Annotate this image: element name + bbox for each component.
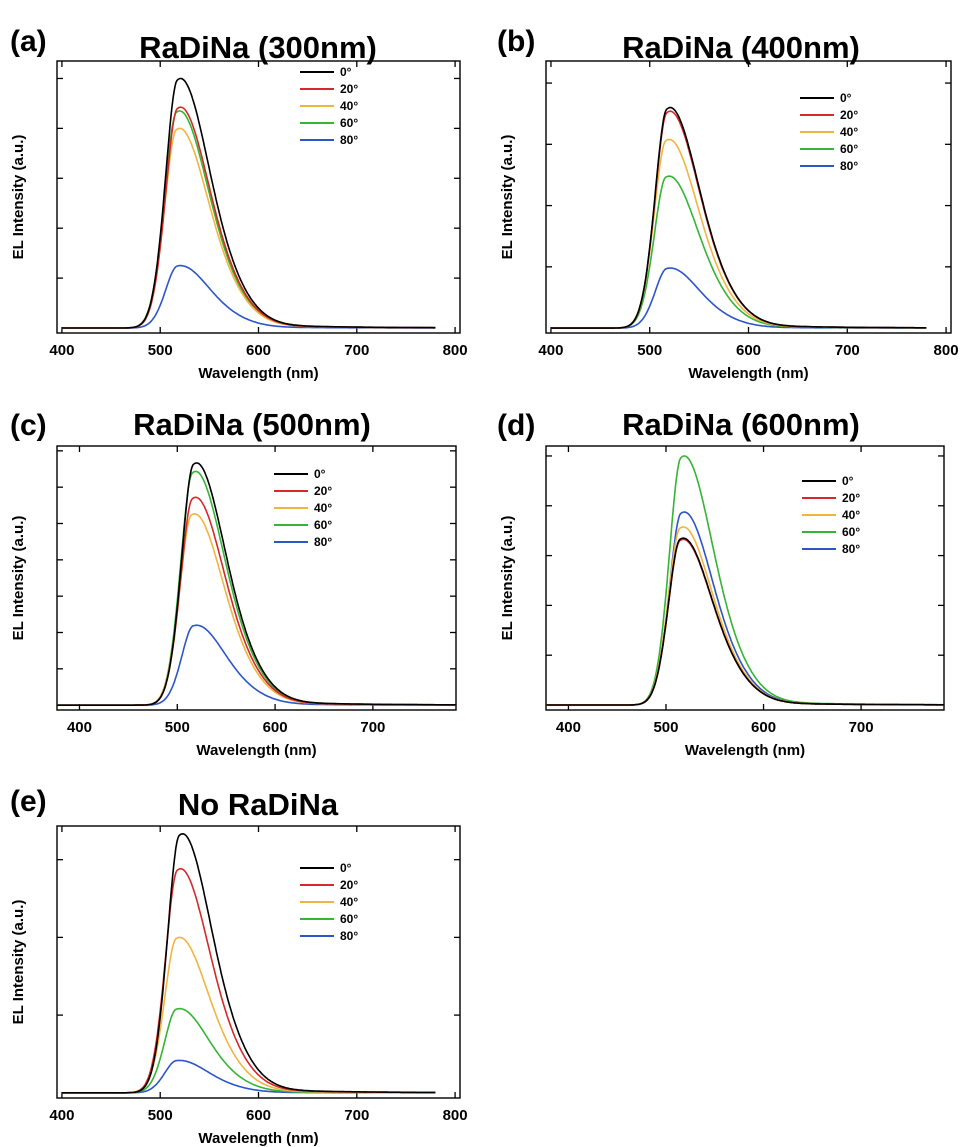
y-axis-label: EL Intensity (a.u.) xyxy=(10,135,27,260)
legend-label: 80° xyxy=(842,542,860,556)
x-axis-label: Wavelength (nm) xyxy=(196,742,316,759)
x-tick-label: 800 xyxy=(443,342,468,359)
legend-label: 0° xyxy=(314,467,326,481)
legend-label: 60° xyxy=(842,525,860,539)
x-tick-label: 400 xyxy=(49,1107,74,1124)
legend-label: 0° xyxy=(340,65,352,79)
legend-label: 40° xyxy=(842,508,860,522)
x-tick-label: 500 xyxy=(637,342,662,359)
legend-label: 0° xyxy=(340,861,352,875)
plot-frame xyxy=(56,825,461,1099)
x-tick-label: 400 xyxy=(538,342,563,359)
panel-title: No RaDiNa xyxy=(178,787,339,822)
panel-letter: (a) xyxy=(10,25,47,58)
x-axis-label: Wavelength (nm) xyxy=(198,1130,318,1147)
series-line-1 xyxy=(550,106,927,329)
legend-label: 40° xyxy=(340,99,358,113)
chart-panel-3: (c) RaDiNa (500nm) 400 500 600 700 Wavelength … xyxy=(10,407,457,759)
y-axis-label: EL Intensity (a.u.) xyxy=(10,516,27,641)
chart-panel-4: (d) RaDiNa (600nm) 400 500 600 700 Wavelength … xyxy=(497,407,945,759)
series-line-2 xyxy=(550,110,927,329)
series-line-2 xyxy=(546,538,944,706)
chart-panel-2: (b) RaDiNa (400nm) 400 500 600 700 800 Waveleng… xyxy=(497,25,959,382)
x-tick-label: 400 xyxy=(67,719,92,736)
x-tick-label: 700 xyxy=(344,1107,369,1124)
legend-label: 80° xyxy=(840,159,858,173)
x-tick-label: 500 xyxy=(148,1107,173,1124)
chart-panel-5: (e) No RaDiNa 400 500 600 700 800 Wavelength (n… xyxy=(10,785,468,1147)
x-tick-label: 600 xyxy=(736,342,761,359)
x-axis-label: Wavelength (nm) xyxy=(685,742,805,759)
legend-label: 80° xyxy=(340,133,358,147)
series-line-1 xyxy=(57,462,456,706)
x-tick-label: 600 xyxy=(246,342,271,359)
x-tick-label: 800 xyxy=(443,1107,468,1124)
x-tick-label: 400 xyxy=(556,719,581,736)
panel-title: RaDiNa (300nm) xyxy=(139,30,377,65)
legend-label: 20° xyxy=(340,878,358,892)
series-line-2 xyxy=(57,496,456,706)
legend-label: 20° xyxy=(340,82,358,96)
x-tick-label: 600 xyxy=(751,719,776,736)
panel-title: RaDiNa (600nm) xyxy=(622,407,860,442)
legend-label: 60° xyxy=(340,116,358,130)
x-tick-label: 700 xyxy=(344,342,369,359)
series-line-4 xyxy=(57,470,456,706)
series-line-4 xyxy=(546,455,944,706)
legend-label: 60° xyxy=(314,518,332,532)
series-line-5 xyxy=(61,1059,436,1094)
x-tick-label: 500 xyxy=(165,719,190,736)
panel-title: RaDiNa (400nm) xyxy=(622,30,860,65)
y-axis-label: EL Intensity (a.u.) xyxy=(499,516,516,641)
legend-label: 0° xyxy=(840,91,852,105)
legend-label: 40° xyxy=(314,501,332,515)
legend-label: 0° xyxy=(842,474,854,488)
plot-frame xyxy=(545,60,952,334)
x-tick-label: 400 xyxy=(49,342,74,359)
x-tick-label: 700 xyxy=(849,719,874,736)
legend-label: 40° xyxy=(340,895,358,909)
legend-label: 60° xyxy=(840,142,858,156)
x-tick-label: 500 xyxy=(653,719,678,736)
plot-frame xyxy=(56,445,457,711)
y-axis-label: EL Intensity (a.u.) xyxy=(10,900,27,1025)
chart-panel-1: (a) RaDiNa (300nm) 400 500 600 700 800 Waveleng… xyxy=(10,25,468,382)
panel-letter: (b) xyxy=(497,25,535,58)
panel-title: RaDiNa (500nm) xyxy=(133,407,371,442)
panel-letter: (d) xyxy=(497,409,535,442)
y-axis-label: EL Intensity (a.u.) xyxy=(499,135,516,260)
plot-frame xyxy=(545,445,945,711)
legend-label: 20° xyxy=(314,484,332,498)
series-line-3 xyxy=(61,936,436,1094)
plot-frame xyxy=(56,60,461,334)
series-line-1 xyxy=(61,832,436,1094)
series-line-3 xyxy=(57,512,456,706)
series-line-3 xyxy=(546,526,944,706)
legend-label: 40° xyxy=(840,125,858,139)
x-tick-label: 500 xyxy=(148,342,173,359)
legend-label: 20° xyxy=(840,108,858,122)
x-axis-label: Wavelength (nm) xyxy=(198,365,318,382)
series-line-1 xyxy=(546,537,944,706)
panel-letter: (c) xyxy=(10,409,47,442)
x-tick-label: 600 xyxy=(246,1107,271,1124)
legend-label: 20° xyxy=(842,491,860,505)
legend-label: 80° xyxy=(340,929,358,943)
x-axis-label: Wavelength (nm) xyxy=(688,365,808,382)
x-tick-label: 600 xyxy=(263,719,288,736)
series-line-1 xyxy=(61,77,436,329)
series-line-5 xyxy=(61,264,436,329)
panel-letter: (e) xyxy=(10,785,47,818)
series-line-2 xyxy=(61,867,436,1094)
x-tick-label: 700 xyxy=(835,342,860,359)
x-tick-label: 800 xyxy=(934,342,959,359)
x-tick-label: 700 xyxy=(360,719,385,736)
legend-label: 60° xyxy=(340,912,358,926)
series-line-5 xyxy=(57,624,456,706)
legend-label: 80° xyxy=(314,535,332,549)
series-line-4 xyxy=(61,1007,436,1094)
